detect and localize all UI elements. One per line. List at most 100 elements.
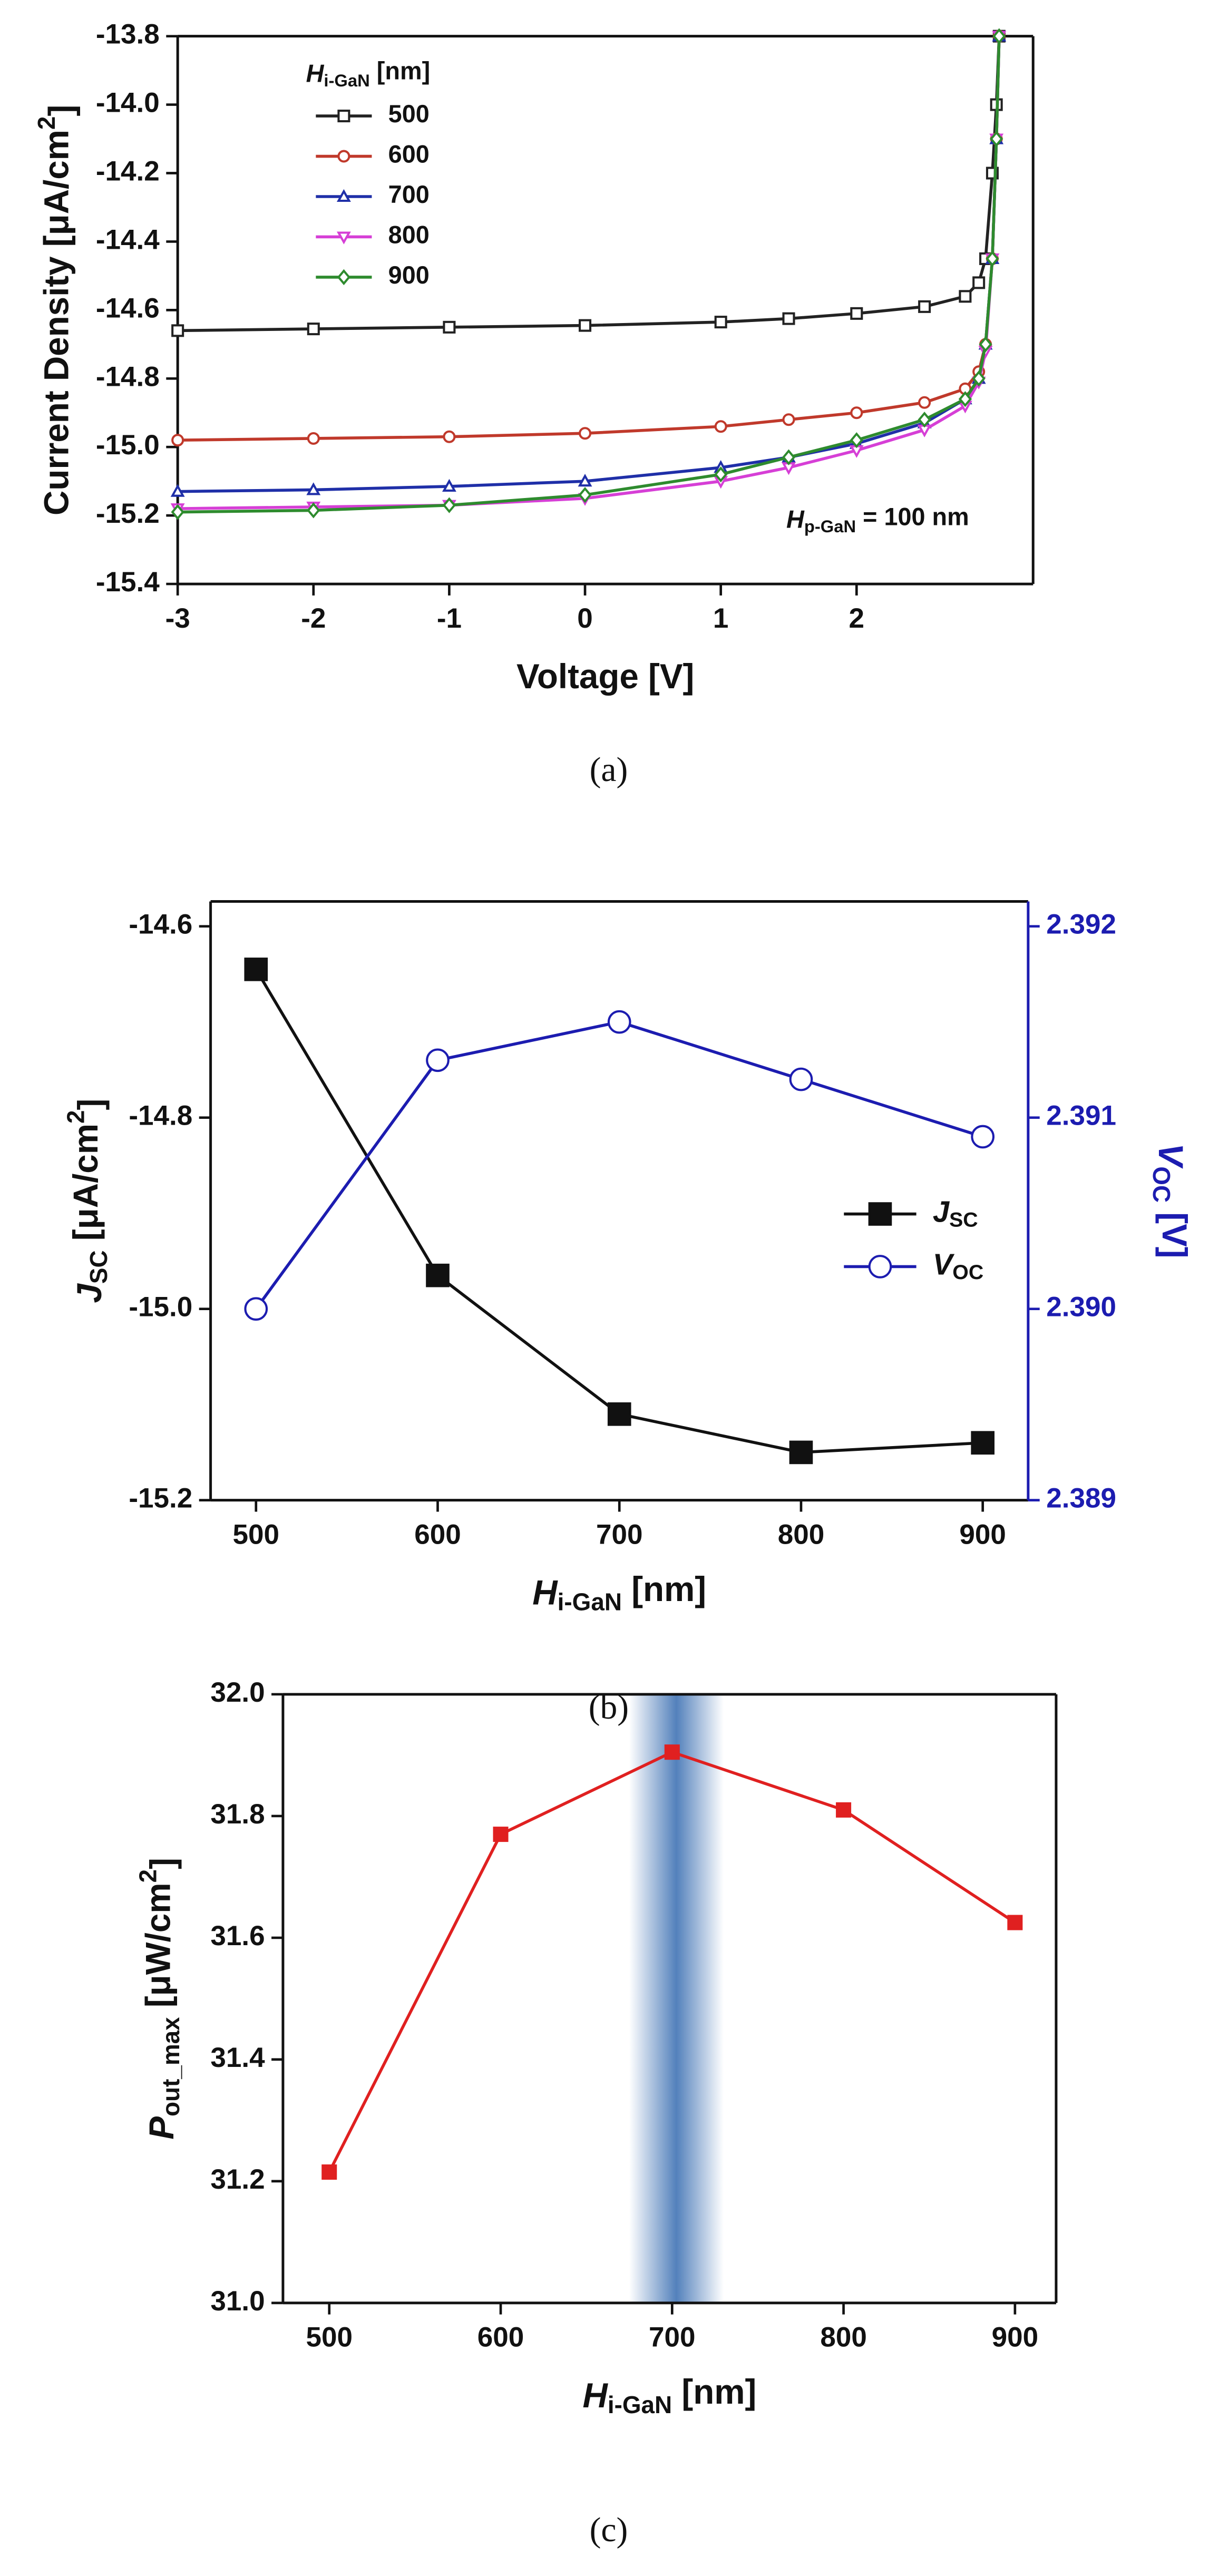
legend-label: JSC [933, 1195, 978, 1231]
marker [990, 131, 1003, 147]
marker [244, 958, 268, 981]
marker [979, 336, 992, 353]
y-tick-label: 31.0 [210, 2286, 265, 2317]
x-tick-label: -1 [437, 603, 462, 634]
legend-label: 500 [388, 100, 430, 128]
legend-label: 900 [388, 261, 430, 289]
marker [307, 432, 320, 445]
series-line [178, 36, 1001, 493]
y-tick-label: 32.0 [210, 1677, 265, 1708]
y-tick-label: -14.8 [129, 1100, 192, 1131]
marker [443, 320, 456, 334]
marker [578, 487, 592, 503]
label-part: ] [71, 1099, 110, 1110]
legend-name: V [933, 1247, 955, 1281]
label-part: [nm] [672, 2373, 756, 2411]
label-part: P [142, 2116, 181, 2140]
label-part: H [532, 1574, 558, 1612]
y-tick-label: -15.0 [96, 430, 160, 461]
marker [992, 28, 1006, 44]
series-line [178, 36, 1001, 333]
marker [579, 427, 592, 440]
legend-name: 900 [388, 261, 430, 289]
marker [972, 276, 986, 289]
marker [306, 482, 321, 495]
y-tick-label: -14.4 [96, 224, 160, 255]
marker [1007, 1915, 1023, 1930]
y-tick-label: -15.4 [96, 567, 160, 598]
label-part: SC [85, 1250, 112, 1284]
x-tick-label: 500 [233, 1519, 280, 1550]
x-axis-label: Hi-GaN [nm] [532, 1570, 706, 1616]
y-tick-label: -14.0 [96, 87, 160, 119]
marker [714, 420, 727, 433]
marker [171, 324, 184, 337]
label-part: OC [1148, 1166, 1175, 1203]
y2-tick-label: 2.389 [1046, 1483, 1116, 1514]
label-part: i-GaN [558, 1588, 622, 1616]
label-part: out_max [157, 2017, 184, 2116]
x-tick-label: -2 [301, 603, 326, 634]
marker [321, 2164, 337, 2180]
marker [789, 1440, 813, 1465]
legend-name: J [933, 1195, 950, 1228]
marker [850, 307, 863, 320]
y-tick-label: 31.4 [210, 2042, 265, 2073]
caption: (a) [590, 751, 628, 789]
legend-name-sub: SC [949, 1208, 978, 1232]
x-tick-label: 700 [596, 1519, 643, 1550]
marker [244, 1297, 268, 1321]
y2-tick-label: 2.392 [1046, 909, 1116, 940]
legend-name: 800 [388, 221, 430, 249]
marker [714, 466, 728, 483]
y-tick-label: -15.2 [129, 1483, 192, 1514]
marker [442, 479, 456, 492]
y-tick-label: -14.2 [96, 156, 160, 187]
y-tick-label: -13.8 [96, 19, 160, 50]
highlight-band [629, 1694, 724, 2303]
label-part: p-GaN [804, 516, 856, 536]
legend-marker [337, 150, 350, 163]
marker [442, 497, 456, 513]
marker [918, 300, 931, 313]
marker [972, 370, 986, 387]
label-part: Current Density [μA/cm [37, 130, 76, 515]
y-tick-label: 31.6 [210, 1920, 265, 1951]
label-part: 2 [134, 1869, 162, 1883]
marker [918, 412, 931, 428]
label-part: 2 [33, 116, 60, 130]
legend-title: Hi-GaN [nm] [306, 57, 431, 90]
y-tick-label: -14.6 [96, 292, 160, 324]
marker [850, 432, 863, 448]
legend-marker [337, 110, 350, 123]
label-part: ] [42, 105, 81, 116]
marker [850, 406, 863, 419]
legend-name: 500 [388, 100, 430, 128]
marker [714, 316, 727, 329]
marker [789, 1067, 813, 1091]
y2-tick-label: 2.390 [1046, 1292, 1116, 1323]
x-tick-label: -3 [165, 603, 190, 634]
marker [579, 319, 592, 332]
label-part: [nm] [622, 1570, 706, 1608]
marker [443, 430, 456, 443]
caption: (c) [590, 2511, 628, 2549]
marker [426, 1263, 450, 1287]
label-part: [nm] [370, 57, 430, 85]
legend-marker [868, 1202, 892, 1226]
marker [493, 1827, 509, 1842]
legend-label: VOC [933, 1247, 983, 1284]
label-part: [μW/cm [139, 1882, 178, 2017]
label-part: Voltage [V] [516, 657, 694, 696]
y-axis-label: JSC [μA/cm2] [62, 1099, 112, 1303]
marker [171, 434, 184, 447]
marker [782, 449, 796, 465]
marker [171, 504, 184, 520]
marker [607, 1010, 631, 1034]
legend-marker [336, 231, 351, 245]
annotation: Hp-GaN = 100 nm [786, 503, 969, 536]
label-part: [V] [1155, 1203, 1194, 1258]
label-part: i-GaN [608, 2391, 672, 2418]
